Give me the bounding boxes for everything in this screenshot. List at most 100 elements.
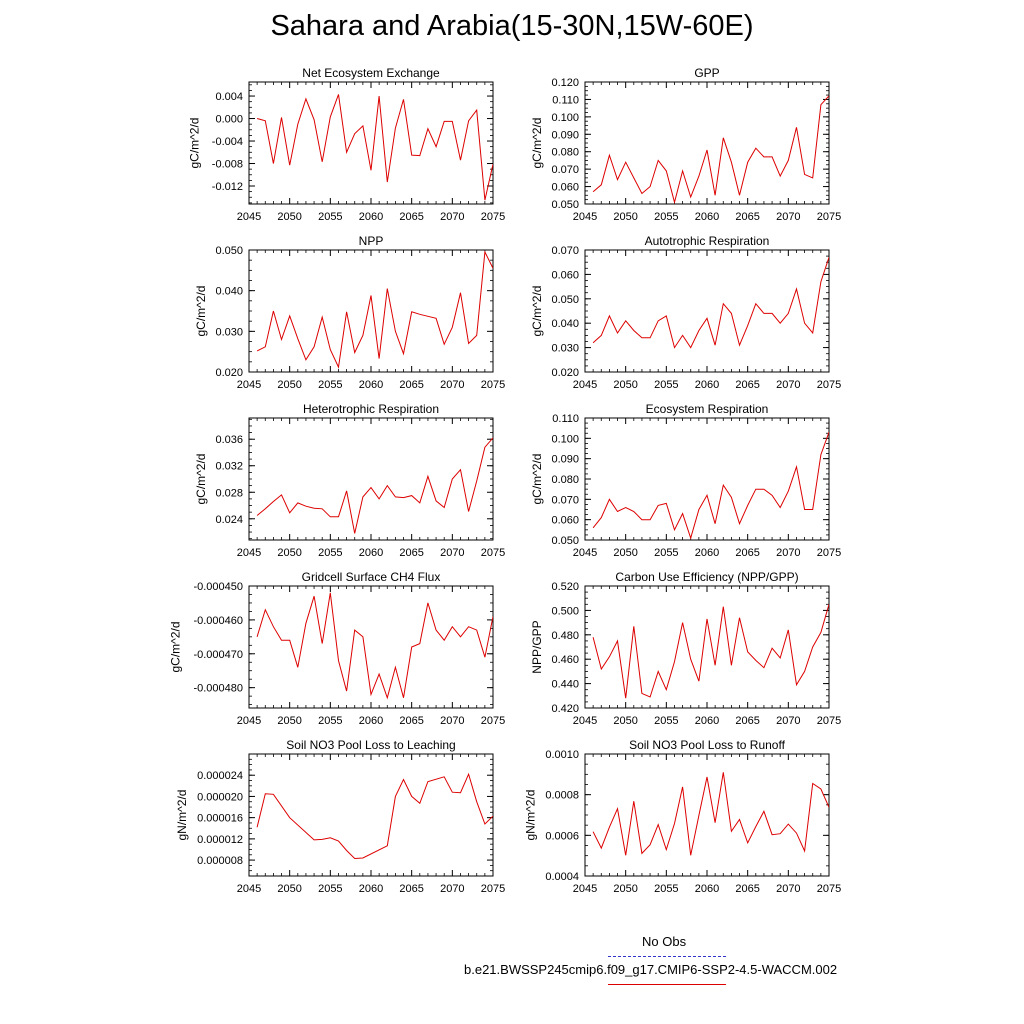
x-tick-label: 2060: [359, 547, 383, 559]
figure-title: Sahara and Arabia(15-30N,15W-60E): [270, 10, 754, 42]
x-tick-label: 2060: [695, 211, 719, 223]
x-tick-label: 2075: [817, 547, 841, 559]
x-tick-label: 2050: [277, 715, 301, 727]
y-tick-label: 0.000016: [197, 813, 243, 825]
y-tick-label: 0.040: [551, 318, 579, 330]
y-tick-label: 0.080: [551, 474, 579, 486]
y-tick-label: 0.050: [551, 199, 579, 211]
x-tick-label: 2050: [613, 883, 637, 895]
x-tick-label: 2055: [318, 211, 342, 223]
y-tick-label: -0.000450: [193, 581, 243, 593]
panel-title: Heterotrophic Respiration: [303, 402, 439, 416]
panel-2: NPP 2045 2050 2055 2060 2065 2070 2075 0.020 0.03…: [194, 234, 505, 391]
y-tick-label: -0.012: [212, 181, 243, 193]
x-tick-label: 2045: [237, 547, 261, 559]
y-tick-label: 0.050: [551, 294, 579, 306]
x-tick-label: 2070: [440, 715, 464, 727]
x-tick-label: 2055: [654, 211, 678, 223]
x-tick-label: 2060: [359, 379, 383, 391]
y-axis-label: gC/m^2/d: [530, 286, 544, 337]
plot-frame: [248, 417, 494, 541]
y-tick-label: 0.460: [551, 654, 579, 666]
legend-model-line: [608, 984, 726, 985]
y-axis-label: NPP/GPP: [530, 620, 544, 673]
x-tick-label: 2070: [440, 211, 464, 223]
y-tick-label: 0.090: [551, 454, 579, 466]
x-tick-label: 2070: [776, 211, 800, 223]
x-tick-label: 2060: [695, 547, 719, 559]
series-line-0: [256, 437, 493, 534]
panel-6: Gridcell Surface CH4 Flux 2045 2050 2055 206…: [168, 570, 505, 727]
x-tick-label: 2065: [735, 715, 759, 727]
x-tick-label: 2060: [359, 883, 383, 895]
series-line-0: [592, 257, 829, 349]
x-tick-label: 2045: [237, 715, 261, 727]
y-tick-label: 0.100: [551, 433, 579, 445]
plot-frame: [584, 249, 830, 373]
x-tick-label: 2050: [277, 379, 301, 391]
x-tick-label: 2045: [573, 547, 597, 559]
x-tick-label: 2045: [573, 883, 597, 895]
series-line-0: [256, 772, 493, 860]
panel-title: Ecosystem Respiration: [646, 402, 769, 416]
x-tick-label: 2065: [735, 547, 759, 559]
x-tick-label: 2075: [481, 715, 505, 727]
y-tick-label: 0.070: [551, 494, 579, 506]
y-tick-label: 0.060: [551, 182, 579, 194]
plot-frame: [248, 753, 494, 877]
series-line-0: [592, 772, 829, 856]
panel-title: GPP: [694, 66, 719, 80]
panel-title: NPP: [359, 234, 384, 248]
y-tick-label: 0.0010: [545, 749, 579, 761]
y-tick-label: 0.050: [215, 245, 243, 257]
y-axis-label: gN/m^2/d: [175, 790, 189, 841]
x-tick-label: 2055: [654, 715, 678, 727]
y-tick-label: 0.060: [551, 515, 579, 527]
x-tick-label: 2065: [735, 379, 759, 391]
y-tick-label: 0.440: [551, 679, 579, 691]
y-tick-label: 0.030: [551, 343, 579, 355]
x-tick-label: 2065: [399, 883, 423, 895]
x-tick-label: 2055: [654, 547, 678, 559]
panel-7: Carbon Use Efficiency (NPP/GPP) 2045 2050 2…: [530, 570, 841, 727]
x-tick-label: 2050: [613, 379, 637, 391]
x-tick-label: 2070: [440, 379, 464, 391]
x-tick-label: 2060: [359, 211, 383, 223]
x-tick-label: 2070: [776, 547, 800, 559]
y-tick-label: 0.036: [215, 434, 243, 446]
x-tick-label: 2070: [776, 715, 800, 727]
y-tick-label: 0.0008: [545, 790, 579, 802]
y-tick-label: 0.000020: [197, 791, 243, 803]
panel-9: Soil NO3 Pool Loss to Runoff 2045 2050 2055…: [524, 738, 842, 895]
y-tick-label: 0.000012: [197, 834, 243, 846]
panel-title: Carbon Use Efficiency (NPP/GPP): [615, 570, 798, 584]
y-tick-label: 0.028: [215, 487, 243, 499]
x-tick-label: 2065: [735, 883, 759, 895]
y-axis-label: gC/m^2/d: [530, 454, 544, 505]
panel-8: Soil NO3 Pool Loss to Leaching 2045 2050 20…: [175, 738, 505, 895]
x-tick-label: 2075: [817, 715, 841, 727]
y-tick-label: 0.020: [215, 367, 243, 379]
x-tick-label: 2065: [399, 211, 423, 223]
x-tick-label: 2045: [237, 883, 261, 895]
x-tick-label: 2075: [481, 547, 505, 559]
y-tick-label: -0.000480: [193, 683, 243, 695]
x-tick-label: 2050: [613, 547, 637, 559]
x-tick-label: 2055: [654, 883, 678, 895]
x-tick-label: 2045: [237, 211, 261, 223]
y-tick-label: 0.070: [551, 164, 579, 176]
y-axis-label: gC/m^2/d: [194, 454, 208, 505]
y-tick-label: -0.004: [212, 136, 243, 148]
x-tick-label: 2070: [776, 883, 800, 895]
y-tick-label: 0.030: [215, 326, 243, 338]
x-tick-label: 2065: [399, 379, 423, 391]
y-tick-label: 0.100: [551, 112, 579, 124]
plot-frame: [584, 585, 830, 709]
y-tick-label: 0.0004: [545, 871, 579, 883]
y-tick-label: 0.050: [551, 535, 579, 547]
x-tick-label: 2060: [695, 379, 719, 391]
y-axis-label: gC/m^2/d: [530, 118, 544, 169]
legend-obs-label: No Obs: [642, 934, 687, 949]
series-line-0: [592, 432, 829, 540]
x-tick-label: 2070: [776, 379, 800, 391]
